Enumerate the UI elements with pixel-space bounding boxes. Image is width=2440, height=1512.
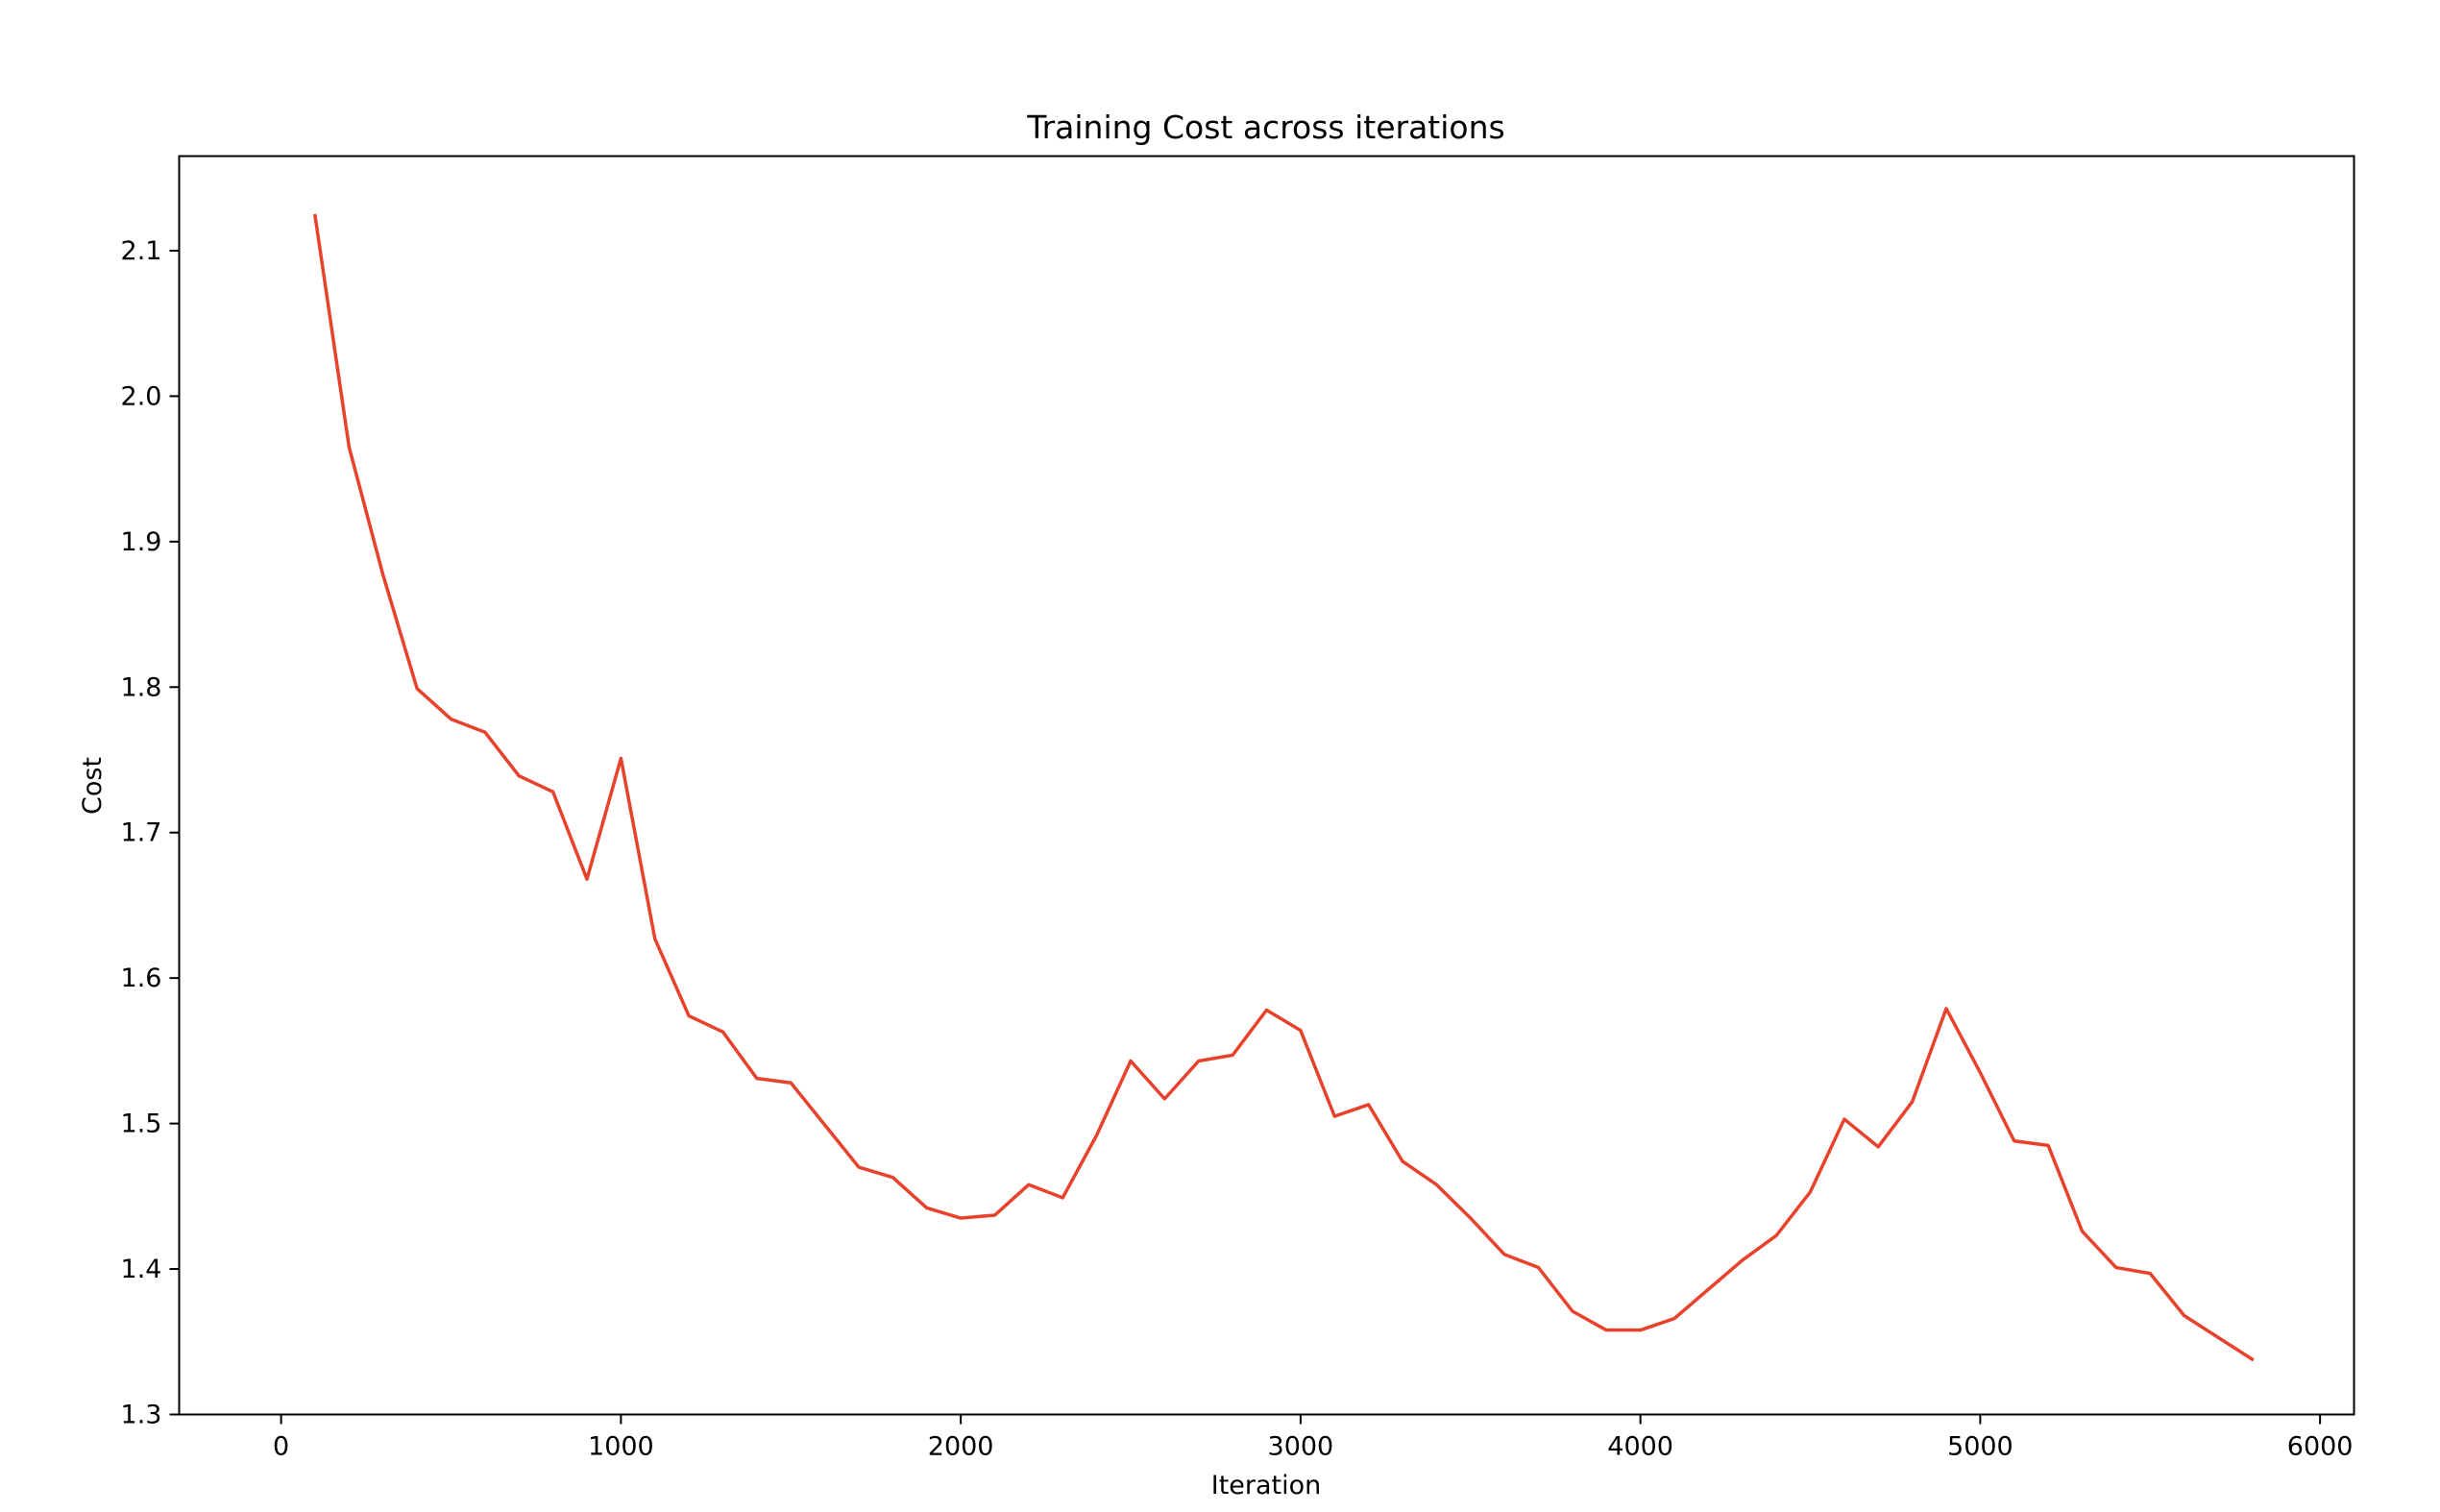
y-tick-label: 1.6 bbox=[121, 963, 162, 993]
y-tick-label: 1.8 bbox=[121, 672, 162, 702]
axes-frame bbox=[178, 155, 2355, 1416]
x-tick-label: 5000 bbox=[1947, 1432, 2013, 1462]
x-axis: 0 1000 2000 3000 4000 5000 6000 bbox=[273, 1414, 2354, 1462]
y-tick-label: 1.9 bbox=[121, 527, 162, 557]
y-axis: 1.3 1.4 1.5 1.6 1.7 1.8 1.9 2.0 2.1 bbox=[121, 236, 180, 1430]
chart-title: Training Cost across iterations bbox=[1026, 109, 1504, 146]
plot-area bbox=[313, 213, 2255, 1362]
series-line bbox=[313, 213, 2255, 1362]
x-tick-label: 3000 bbox=[1268, 1432, 1334, 1462]
x-tick-label: 6000 bbox=[2287, 1432, 2354, 1462]
y-tick-label: 1.3 bbox=[121, 1401, 162, 1430]
y-tick-label: 2.1 bbox=[121, 236, 162, 266]
x-axis-label: Iteration bbox=[1211, 1471, 1322, 1500]
x-tick-label: 0 bbox=[273, 1432, 289, 1462]
x-tick-label: 1000 bbox=[588, 1432, 654, 1462]
x-tick-label: 4000 bbox=[1607, 1432, 1673, 1462]
y-tick-label: 1.5 bbox=[121, 1110, 162, 1139]
y-tick-label: 2.0 bbox=[121, 381, 162, 411]
y-axis-label: Cost bbox=[78, 757, 108, 815]
x-tick-label: 2000 bbox=[928, 1432, 994, 1462]
y-tick-label: 1.7 bbox=[121, 818, 162, 848]
y-tick-label: 1.4 bbox=[121, 1255, 162, 1284]
